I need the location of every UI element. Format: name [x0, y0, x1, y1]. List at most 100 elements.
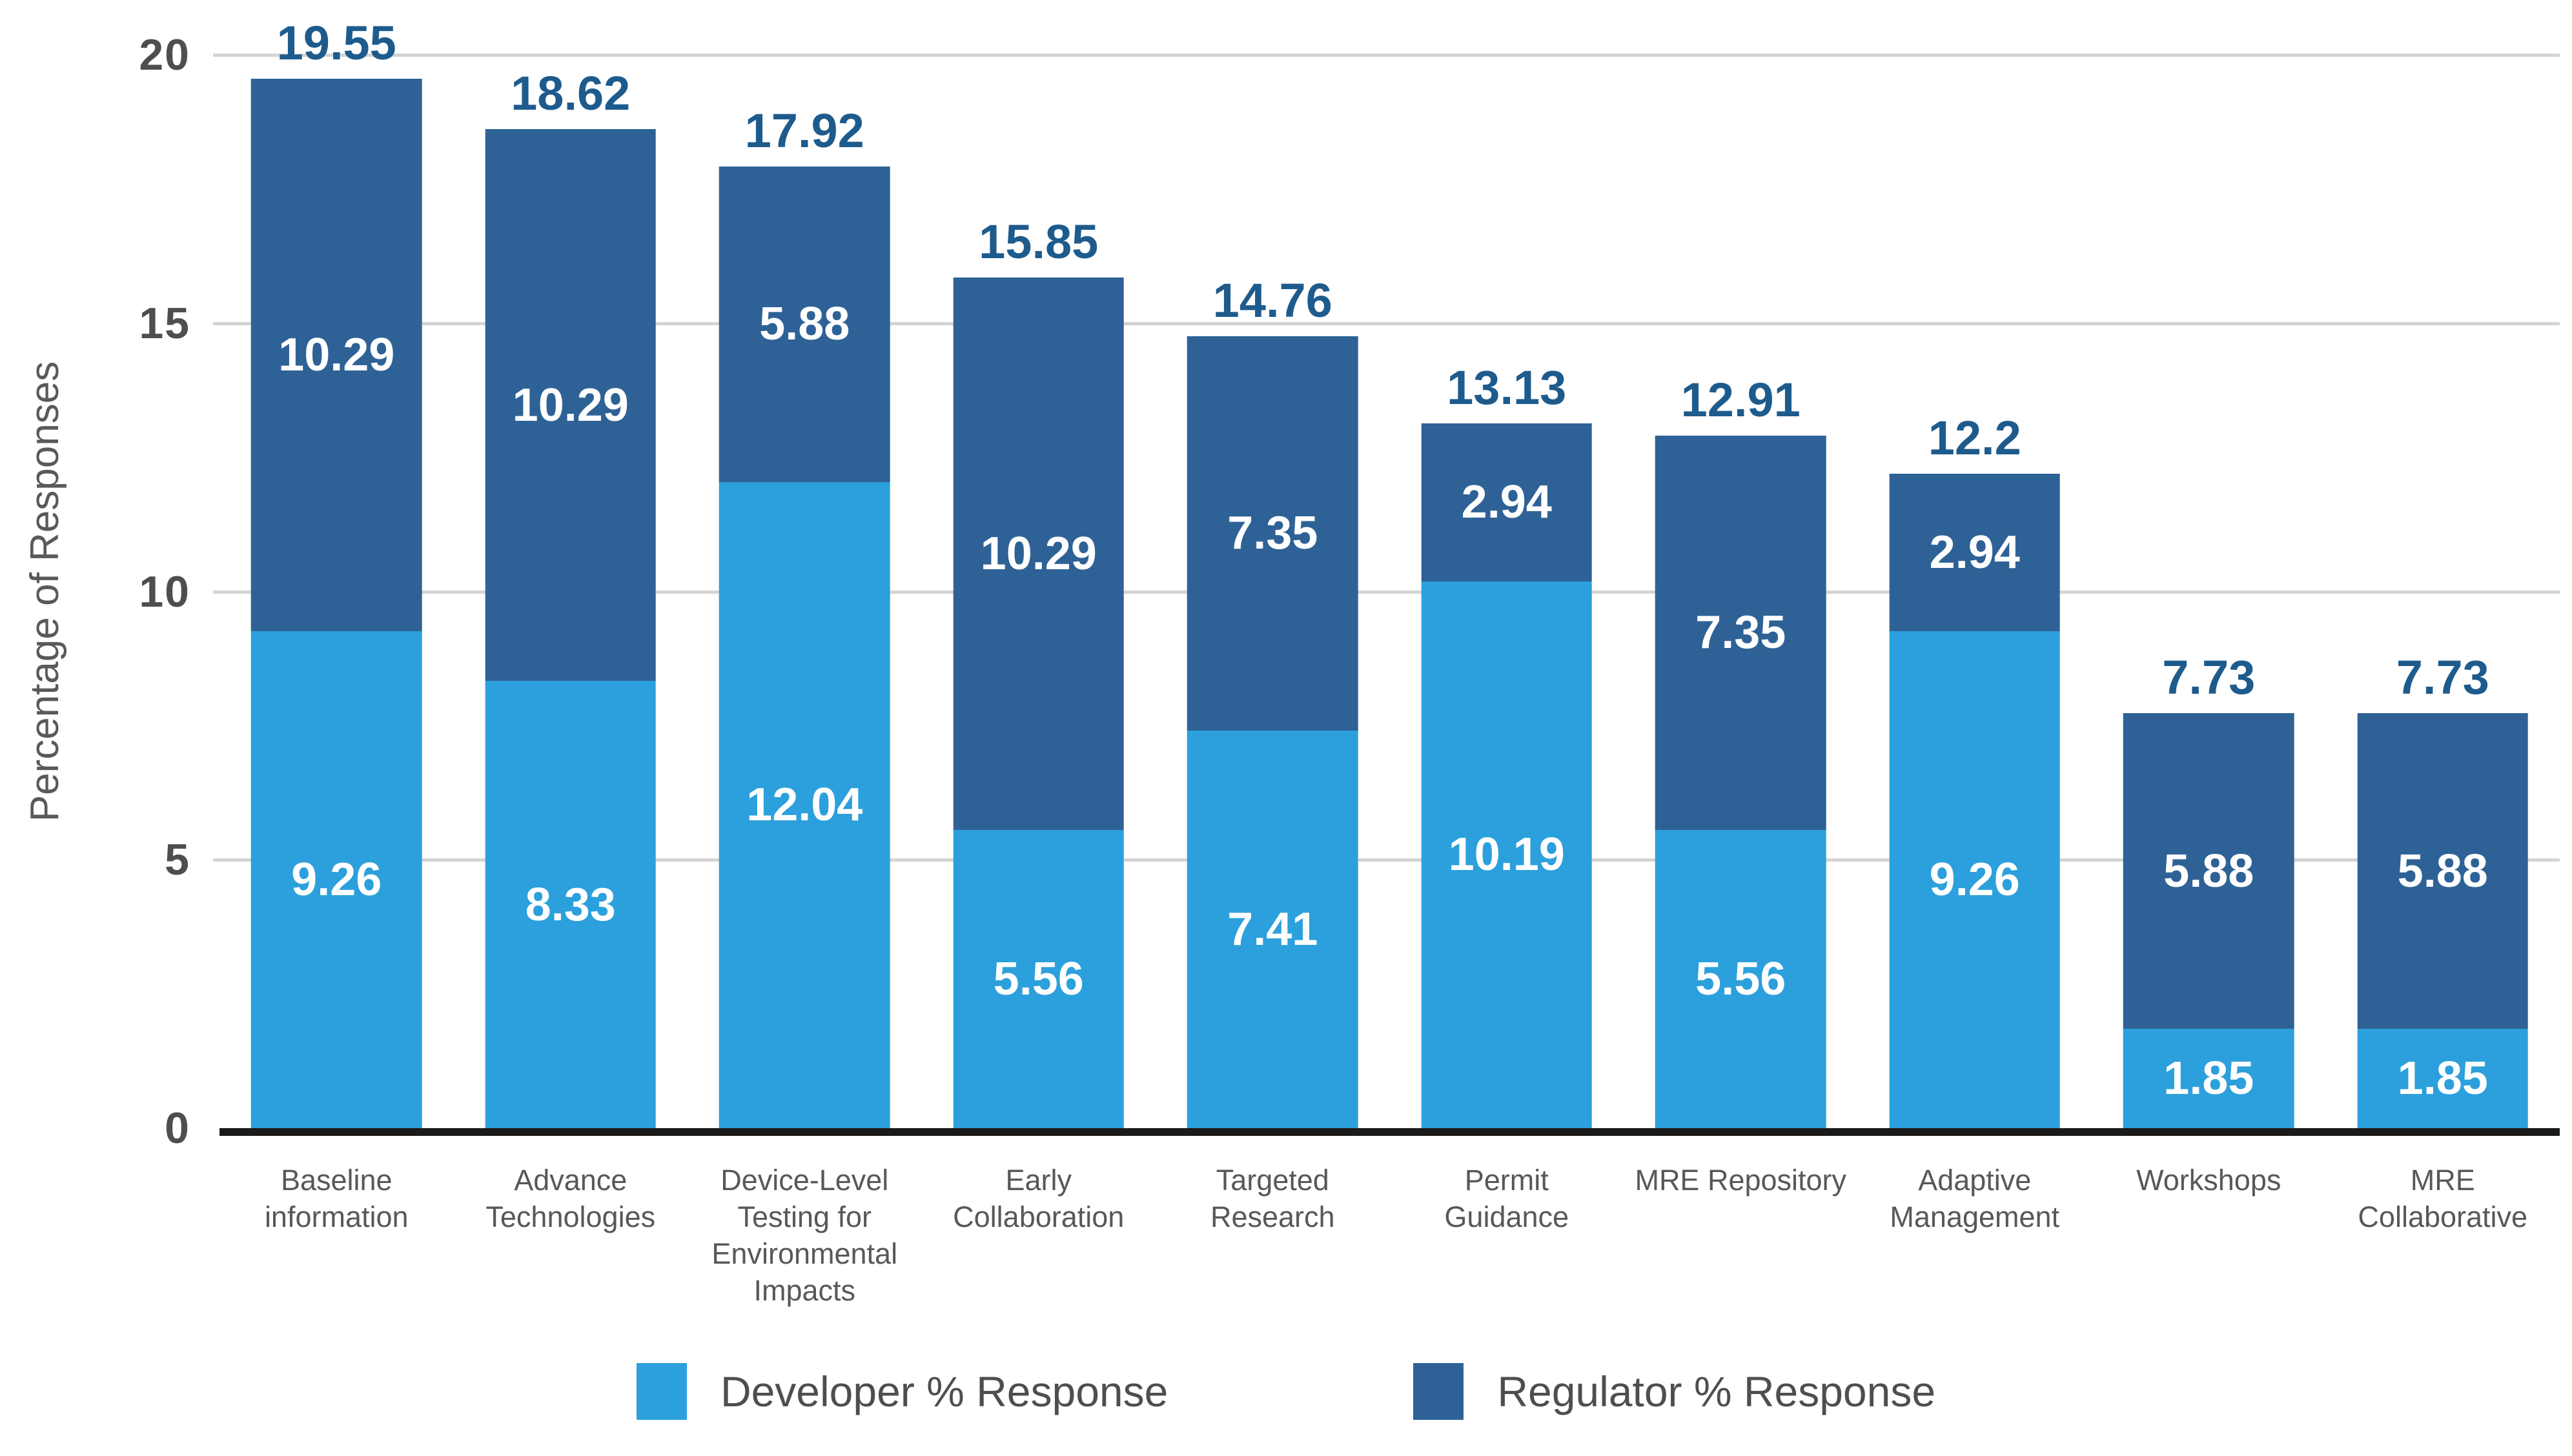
developer-swatch-icon: [636, 1363, 687, 1420]
total-label: 7.73: [2396, 651, 2489, 705]
bar-segment-regulator: 7.35: [1187, 336, 1358, 731]
bar: 2.94 9.26: [1889, 473, 2061, 1128]
legend-label-regulator: Regulator % Response: [1497, 1368, 1936, 1415]
segment-value-label: 2.94: [1929, 526, 2020, 578]
legend-label-developer: Developer % Response: [720, 1368, 1169, 1415]
bar-segment-developer: 7.41: [1187, 730, 1358, 1128]
bar-column: 7.73 5.88 1.85 Workshops: [2092, 55, 2326, 1197]
bar-segment-developer: 1.85: [2357, 1029, 2529, 1128]
bar: 5.88 1.85: [2123, 713, 2294, 1128]
bar-column: 7.73 5.88 1.85 MRE Collaborative: [2326, 55, 2560, 1233]
segment-value-label: 10.19: [1448, 829, 1565, 881]
total-label: 17.92: [744, 103, 864, 157]
y-tick-label: 0: [165, 1104, 190, 1153]
y-tick-label: 15: [139, 298, 190, 348]
total-label: 12.2: [1928, 410, 2021, 465]
bar-column: 13.13 2.94 10.19 Permit Guidance: [1390, 55, 1624, 1233]
bar-segment-developer: 5.56: [953, 829, 1125, 1128]
bar-column: 15.85 10.29 5.56 Early Collaboration: [922, 55, 1156, 1234]
bar-segment-regulator: 5.88: [2123, 713, 2294, 1029]
segment-value-label: 1.85: [2397, 1053, 2488, 1105]
segment-value-label: 2.94: [1461, 476, 1552, 529]
bar-segment-developer: 10.19: [1421, 581, 1593, 1128]
total-label: 15.85: [979, 215, 1099, 269]
category-label: Baseline information: [264, 1164, 409, 1234]
plot-area: 19.55 10.29 9.26 Baseline information 18.62 1…: [213, 19, 2560, 1307]
segment-value-label: 5.56: [993, 953, 1084, 1005]
bars-container: 19.55 10.29 9.26 Baseline information 18.62 1…: [219, 19, 2560, 1307]
segment-value-label: 7.41: [1227, 903, 1318, 955]
gridline: [213, 321, 2560, 325]
regulator-swatch-icon: [1413, 1363, 1464, 1420]
bar-column: 18.62 10.29 8.33 Advance Technologies: [454, 55, 688, 1233]
bar: 7.35 5.56: [1655, 435, 1826, 1128]
bar: 10.29 8.33: [485, 128, 657, 1128]
bar-segment-developer: 9.26: [250, 631, 422, 1128]
category-label: Adaptive Management: [1890, 1164, 2060, 1234]
segment-value-label: 9.26: [1929, 854, 2020, 906]
gridline: [213, 590, 2560, 594]
legend: Developer % Response Regulator % Response: [0, 1363, 2572, 1420]
bar-segment-developer: 9.26: [1889, 631, 2061, 1128]
bar-column: 12.91 7.35 5.56 MRE Repository: [1624, 55, 1858, 1197]
bar-segment-developer: 12.04: [719, 481, 890, 1128]
bar: 2.94 10.19: [1421, 423, 1593, 1128]
bar-segment-regulator: 5.88: [2357, 713, 2529, 1029]
category-label: Device-Level Testing for Environmental I…: [711, 1164, 898, 1308]
category-label: Targeted Research: [1210, 1164, 1335, 1234]
bar-column: 12.2 2.94 9.26 Adaptive Management: [1858, 55, 2092, 1233]
bar-segment-developer: 1.85: [2123, 1029, 2294, 1128]
category-label: Early Collaboration: [953, 1164, 1125, 1234]
category-label: MRE Repository: [1635, 1164, 1847, 1197]
total-label: 7.73: [2162, 651, 2256, 705]
bar: 7.35 7.41: [1187, 336, 1358, 1128]
total-label: 19.55: [276, 16, 396, 70]
segment-value-label: 7.35: [1695, 607, 1786, 659]
segment-value-label: 7.35: [1227, 507, 1318, 560]
total-label: 13.13: [1447, 361, 1567, 415]
segment-value-label: 8.33: [525, 878, 616, 931]
bar-column: 14.76 7.35 7.41 Targeted Research: [1156, 55, 1390, 1233]
category-label: Workshops: [2136, 1164, 2281, 1197]
gridline: [213, 858, 2560, 862]
bar-segment-regulator: 7.35: [1655, 435, 1826, 830]
total-label: 18.62: [511, 66, 631, 120]
segment-value-label: 10.29: [278, 329, 395, 381]
bar-segment-regulator: 10.29: [250, 79, 422, 632]
bar-segment-regulator: 2.94: [1421, 423, 1593, 581]
category-label: Advance Technologies: [485, 1164, 656, 1234]
bar-segment-regulator: 10.29: [485, 128, 657, 682]
y-tick-label: 5: [165, 835, 190, 885]
bar-segment-regulator: 10.29: [953, 278, 1125, 830]
total-label: 12.91: [1680, 372, 1801, 427]
bar-segment-developer: 8.33: [485, 681, 657, 1128]
legend-item-regulator: Regulator % Response: [1413, 1363, 1935, 1420]
segment-value-label: 5.88: [2397, 845, 2488, 897]
y-tick-label: 10: [139, 567, 190, 616]
segment-value-label: 10.29: [980, 527, 1097, 580]
segment-value-label: 10.29: [512, 379, 629, 431]
segment-value-label: 5.88: [2163, 845, 2254, 897]
bar: 5.88 12.04: [719, 166, 890, 1128]
gridline: [213, 54, 2560, 57]
bar-segment-regulator: 2.94: [1889, 473, 2061, 632]
category-label: Permit Guidance: [1444, 1164, 1569, 1234]
segment-value-label: 12.04: [746, 779, 863, 831]
y-tick-label: 20: [139, 30, 190, 79]
total-label: 14.76: [1212, 273, 1332, 327]
bar-column: 19.55 10.29 9.26 Baseline information: [219, 19, 454, 1233]
segment-value-label: 1.85: [2163, 1053, 2254, 1105]
bar: 5.88 1.85: [2357, 713, 2529, 1128]
segment-value-label: 9.26: [291, 854, 382, 906]
bar: 10.29 5.56: [953, 278, 1125, 1128]
segment-value-label: 5.88: [759, 298, 850, 350]
y-axis-ticks: 0 5 10 15 20: [0, 30, 190, 1153]
segment-value-label: 5.56: [1695, 953, 1786, 1005]
bar-segment-regulator: 5.88: [719, 166, 890, 482]
legend-item-developer: Developer % Response: [636, 1363, 1169, 1420]
bar: 10.29 9.26: [250, 79, 422, 1128]
bar-segment-developer: 5.56: [1655, 829, 1826, 1128]
bar-column: 17.92 5.88 12.04 Device-Level Testing for E…: [688, 55, 922, 1307]
category-label: MRE Collaborative: [2358, 1164, 2528, 1234]
